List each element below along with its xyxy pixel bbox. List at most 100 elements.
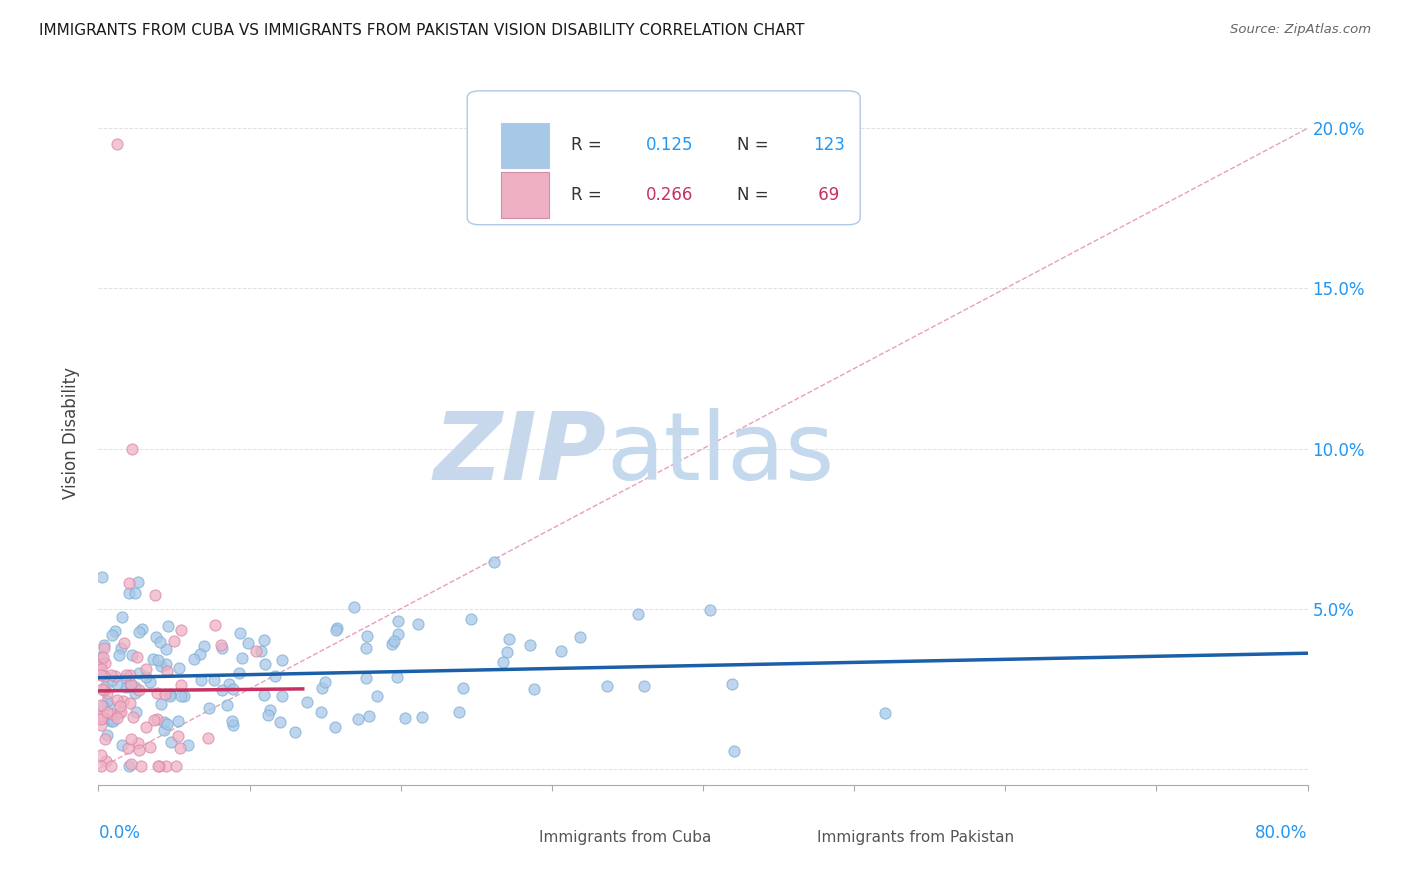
Point bbox=[156, 619, 179, 633]
Point bbox=[112, 693, 135, 707]
Point bbox=[148, 758, 170, 772]
Point bbox=[354, 640, 377, 655]
Point bbox=[343, 599, 366, 614]
Point bbox=[96, 686, 118, 700]
Point bbox=[166, 729, 188, 743]
Point bbox=[121, 709, 143, 723]
Point bbox=[271, 653, 294, 667]
Point bbox=[347, 713, 370, 727]
Point bbox=[519, 638, 541, 652]
Text: R =: R = bbox=[571, 186, 607, 203]
Point bbox=[90, 717, 112, 731]
Text: 80.0%: 80.0% bbox=[1256, 823, 1308, 842]
Point bbox=[100, 758, 122, 772]
Point bbox=[394, 710, 416, 724]
Point bbox=[118, 668, 141, 682]
Point bbox=[101, 673, 124, 688]
Point bbox=[159, 687, 181, 701]
Point bbox=[245, 643, 267, 657]
Point bbox=[366, 690, 388, 704]
Point bbox=[135, 670, 157, 684]
Point bbox=[150, 659, 173, 673]
FancyBboxPatch shape bbox=[501, 122, 550, 169]
FancyBboxPatch shape bbox=[467, 91, 860, 225]
Point bbox=[176, 738, 198, 752]
Point bbox=[250, 644, 273, 658]
Point bbox=[253, 632, 276, 647]
Point bbox=[231, 650, 253, 665]
Point bbox=[98, 697, 121, 711]
Text: Immigrants from Cuba: Immigrants from Cuba bbox=[538, 830, 711, 846]
Point bbox=[155, 642, 177, 657]
Point bbox=[550, 644, 572, 658]
Point bbox=[229, 626, 252, 640]
Point bbox=[325, 624, 347, 638]
Text: 0.266: 0.266 bbox=[647, 186, 693, 203]
Point bbox=[228, 665, 250, 680]
Point bbox=[120, 757, 142, 772]
Point bbox=[156, 717, 179, 731]
Point bbox=[110, 706, 132, 720]
Point bbox=[411, 709, 433, 723]
Point bbox=[101, 628, 124, 642]
Text: 123: 123 bbox=[813, 136, 845, 154]
Point bbox=[121, 648, 143, 662]
Point bbox=[115, 671, 138, 685]
Point bbox=[173, 689, 195, 703]
Point bbox=[149, 635, 172, 649]
Point bbox=[94, 731, 117, 746]
Point bbox=[149, 697, 172, 711]
Point bbox=[326, 621, 349, 635]
Point bbox=[193, 640, 215, 654]
Point bbox=[91, 649, 114, 664]
Point bbox=[873, 706, 896, 720]
Point bbox=[121, 442, 143, 456]
Text: 0.0%: 0.0% bbox=[98, 823, 141, 842]
Point bbox=[357, 709, 380, 723]
Point bbox=[197, 731, 219, 745]
Point bbox=[128, 665, 150, 680]
Point bbox=[118, 586, 141, 600]
Point bbox=[135, 662, 157, 676]
Point bbox=[460, 612, 482, 626]
Point bbox=[143, 588, 166, 602]
Point bbox=[596, 680, 619, 694]
Point bbox=[170, 624, 193, 638]
Point bbox=[101, 714, 124, 728]
Point bbox=[128, 683, 150, 698]
Text: atlas: atlas bbox=[606, 408, 835, 500]
Y-axis label: Vision Disability: Vision Disability bbox=[62, 367, 80, 499]
Point bbox=[120, 678, 142, 692]
Point bbox=[105, 137, 128, 152]
FancyBboxPatch shape bbox=[498, 823, 524, 852]
Point bbox=[100, 714, 122, 728]
Point bbox=[204, 618, 226, 632]
Point bbox=[120, 732, 142, 747]
Point bbox=[115, 667, 138, 681]
Text: 69: 69 bbox=[813, 186, 839, 203]
Point bbox=[118, 758, 141, 772]
Point bbox=[93, 683, 115, 698]
Point bbox=[183, 652, 205, 666]
Point bbox=[94, 681, 117, 695]
Point bbox=[254, 657, 277, 671]
Point bbox=[155, 657, 177, 671]
Point bbox=[170, 689, 193, 703]
Point bbox=[125, 705, 148, 719]
Point bbox=[96, 694, 118, 708]
Point bbox=[93, 638, 115, 652]
Point bbox=[90, 682, 112, 697]
Point bbox=[131, 622, 153, 636]
Point bbox=[128, 743, 150, 757]
Point bbox=[323, 720, 346, 734]
Point bbox=[135, 720, 157, 734]
Point bbox=[108, 648, 131, 662]
Point bbox=[112, 636, 135, 650]
Point bbox=[236, 636, 259, 650]
Point bbox=[387, 627, 409, 641]
Text: 0.125: 0.125 bbox=[647, 136, 693, 154]
Point bbox=[217, 698, 239, 712]
Point bbox=[165, 758, 187, 772]
Point bbox=[124, 686, 146, 700]
Point bbox=[124, 586, 146, 600]
